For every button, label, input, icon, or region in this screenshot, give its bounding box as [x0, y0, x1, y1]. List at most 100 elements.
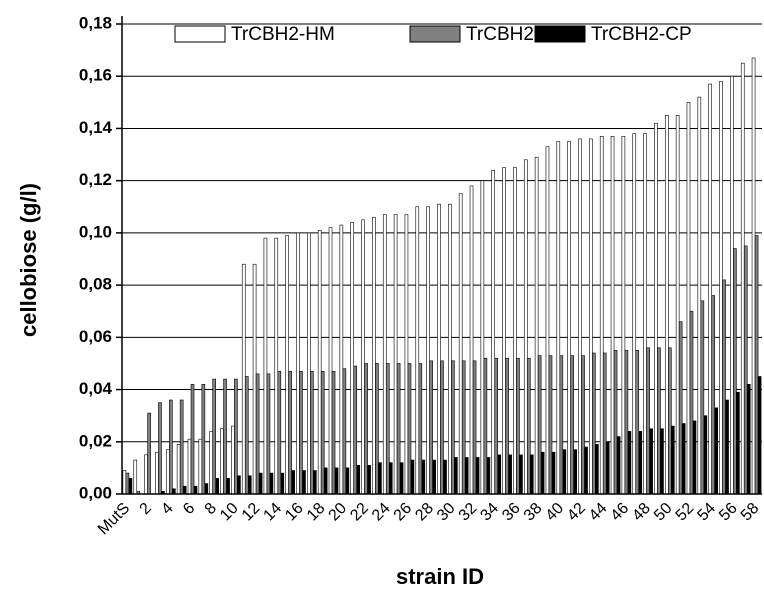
bar: [458, 193, 463, 495]
legend-label: TrCBH2-CP: [591, 24, 692, 45]
bar: [263, 237, 268, 495]
bar: [592, 352, 596, 495]
bar: [454, 457, 458, 495]
bar: [638, 431, 643, 495]
bar: [299, 370, 303, 495]
bar: [165, 449, 170, 495]
x-tick-label: 58: [738, 500, 763, 525]
bar: [125, 472, 130, 495]
bar: [505, 357, 509, 495]
bar: [730, 75, 734, 495]
bar: [537, 355, 542, 495]
bar: [182, 485, 187, 495]
bar: [502, 167, 506, 495]
bar: [733, 248, 737, 495]
y-tick-label: 0,04: [79, 379, 113, 398]
bar: [234, 378, 238, 495]
bar: [241, 263, 246, 495]
y-tick-label: 0,14: [79, 118, 113, 137]
bar: [559, 355, 564, 495]
legend-swatch: [534, 25, 586, 43]
bar: [215, 478, 220, 495]
bar: [602, 352, 607, 495]
bar: [277, 370, 282, 495]
bar: [616, 436, 621, 495]
bar: [201, 384, 206, 495]
bar: [540, 451, 545, 495]
bar: [317, 229, 322, 495]
bar: [660, 428, 664, 495]
bar: [567, 141, 571, 495]
bar: [635, 350, 640, 495]
bar: [486, 457, 491, 495]
bar: [526, 357, 531, 495]
bar: [757, 376, 762, 495]
bar: [418, 363, 423, 495]
bar: [584, 446, 588, 495]
bar: [469, 185, 474, 495]
bar: [516, 357, 520, 495]
bar: [176, 444, 181, 495]
bar: [667, 347, 672, 495]
bar: [258, 472, 263, 495]
bar: [288, 370, 292, 495]
bar: [172, 488, 176, 495]
bar: [708, 83, 712, 495]
bar: [740, 62, 745, 495]
bar: [621, 135, 626, 495]
bar: [372, 216, 376, 495]
legend-swatch: [174, 25, 226, 43]
bar: [345, 467, 350, 495]
bar: [231, 425, 235, 495]
bar: [649, 428, 653, 495]
bar: [437, 203, 441, 495]
bar: [342, 368, 347, 495]
bar: [448, 203, 452, 495]
bar: [382, 214, 387, 495]
bar: [388, 462, 393, 495]
bar: [320, 370, 325, 495]
x-tick-label: 2: [137, 500, 155, 518]
bar: [274, 237, 279, 495]
y-axis-title: cellobiose (g/l): [16, 183, 41, 337]
bar: [643, 133, 647, 495]
bar: [545, 146, 550, 495]
bar: [204, 483, 209, 495]
bar: [190, 384, 195, 495]
bar: [736, 391, 740, 495]
bar: [407, 363, 412, 495]
bar: [158, 402, 162, 495]
bar: [440, 360, 444, 495]
bar: [426, 206, 430, 495]
bar: [548, 355, 553, 495]
bar: [415, 206, 420, 495]
bar: [461, 360, 466, 495]
bar: [646, 347, 650, 495]
x-tick-label: MutS: [95, 500, 133, 538]
bar: [523, 159, 528, 495]
bar: [179, 399, 184, 495]
bar: [686, 102, 691, 495]
bar: [378, 462, 382, 495]
bar: [296, 232, 300, 495]
bar: [692, 420, 697, 495]
bar: [310, 370, 314, 495]
bar: [364, 363, 368, 495]
bar: [451, 360, 455, 495]
bar: [491, 169, 496, 495]
bar: [681, 423, 686, 495]
bar: [133, 459, 138, 495]
bar: [226, 478, 230, 495]
bar: [144, 454, 148, 495]
y-tick-label: 0,10: [79, 222, 112, 241]
bar: [291, 470, 295, 495]
bar: [280, 472, 285, 495]
bar: [396, 363, 401, 495]
bar: [307, 232, 311, 495]
bar: [678, 321, 683, 495]
bar: [313, 470, 317, 495]
bar: [266, 373, 271, 495]
bar: [581, 355, 585, 495]
bar: [187, 438, 192, 495]
